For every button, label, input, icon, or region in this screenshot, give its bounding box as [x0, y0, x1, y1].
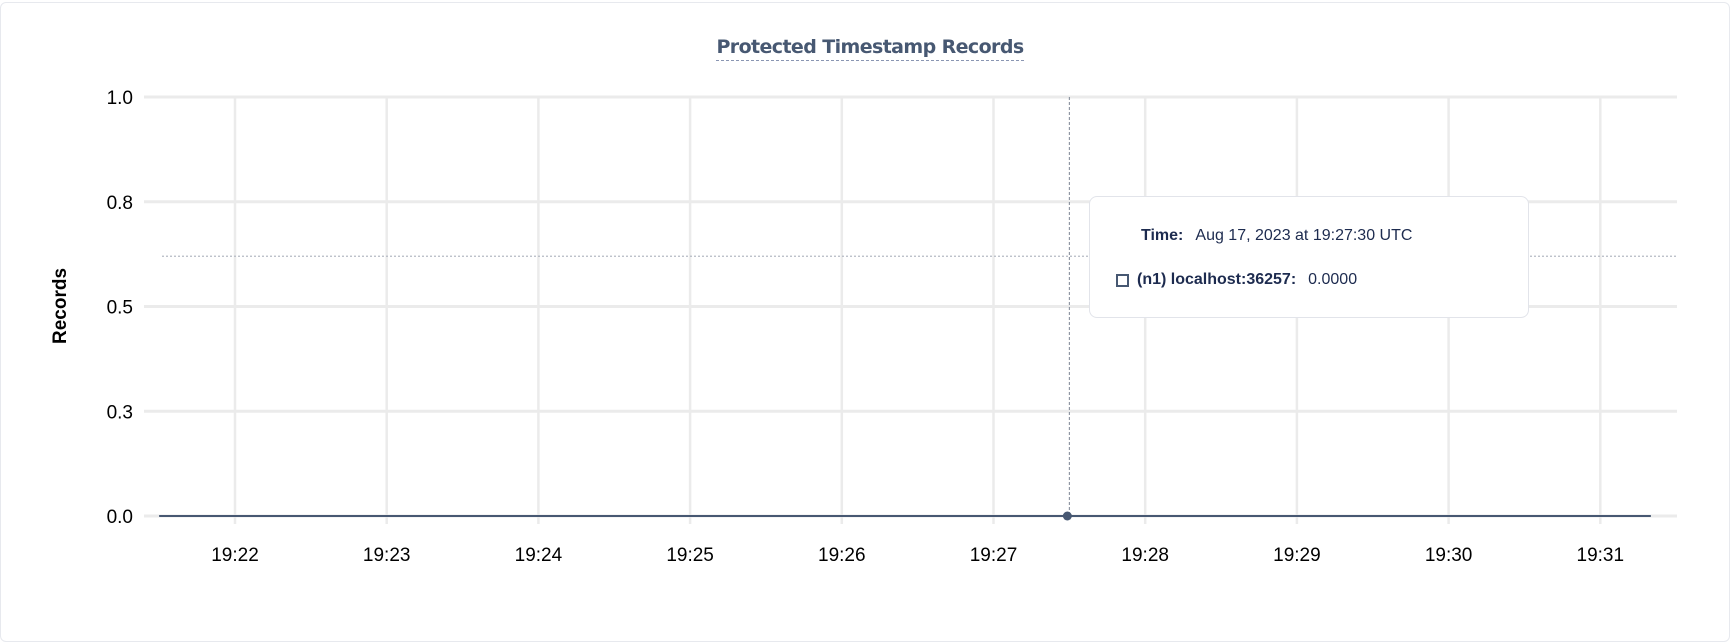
chart-svg[interactable]: 19:22 19:23 19:24 19:25 19:26 19:27 19:28 19:29… [0, 0, 1732, 628]
x-tick-label: 19:22 [211, 545, 259, 566]
tooltip-series-label: (n1) localhost:36257: [1137, 271, 1297, 288]
tooltip-series-value: 0.0000 [1308, 271, 1358, 288]
x-tick-label: 19:25 [666, 545, 714, 566]
y-tick-label: 0.8 [107, 193, 133, 214]
x-tick-label: 19:23 [363, 545, 411, 566]
series-swatch-icon [1116, 273, 1129, 287]
chart-title-wrap: Protected Timestamp Records [0, 36, 1732, 61]
y-tick-label: 1.0 [107, 88, 133, 109]
tooltip-time-row: Time: Aug 17, 2023 at 19:27:30 UTC [1141, 227, 1412, 245]
tooltip-series-row: (n1) localhost:36257: 0.0000 [1116, 271, 1357, 289]
hover-point [1062, 511, 1072, 521]
y-tick-label: 0.5 [107, 298, 133, 319]
x-tick-label: 19:24 [515, 545, 563, 566]
x-tick-label: 19:29 [1273, 545, 1321, 566]
tooltip-time-label: Time: [1141, 227, 1184, 244]
x-tick-label: 19:30 [1425, 545, 1473, 566]
x-tick-label: 19:28 [1121, 545, 1169, 566]
x-tick-label: 19:27 [970, 545, 1018, 566]
tooltip-time-value: Aug 17, 2023 at 19:27:30 UTC [1195, 227, 1413, 244]
chart-title[interactable]: Protected Timestamp Records [716, 36, 1024, 61]
y-tick-label: 0.0 [107, 507, 133, 528]
x-tick-label: 19:26 [818, 545, 866, 566]
hover-tooltip: Time: Aug 17, 2023 at 19:27:30 UTC (n1) l… [1089, 196, 1529, 318]
y-tick-label: 0.3 [107, 402, 133, 423]
x-tick-label: 19:31 [1577, 545, 1625, 566]
